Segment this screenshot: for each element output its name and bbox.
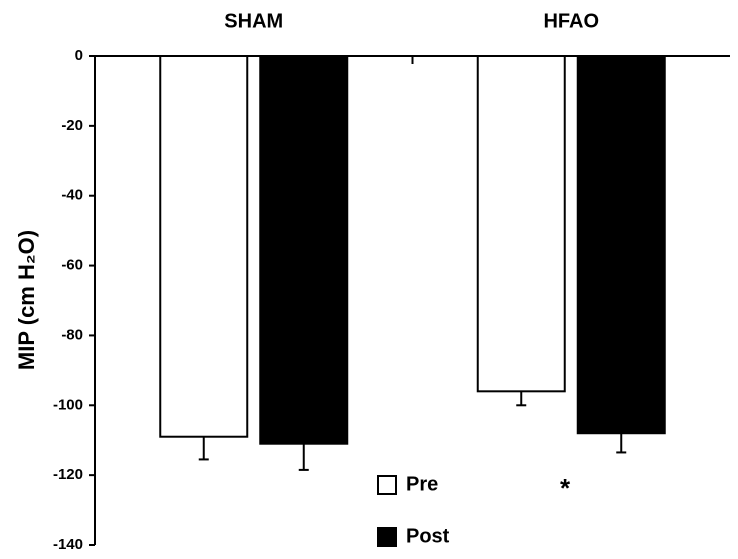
legend-swatch xyxy=(377,527,397,547)
bar xyxy=(476,55,566,393)
y-tick-label: -100 xyxy=(53,396,83,413)
category-label: HFAO xyxy=(543,10,599,32)
bar xyxy=(159,55,249,438)
category-label: SHAM xyxy=(224,10,283,32)
legend-label: Pre xyxy=(406,473,438,495)
error-bar xyxy=(616,433,627,454)
error-bar xyxy=(516,391,527,407)
y-tick-label: -140 xyxy=(53,536,83,553)
y-tick-label: 0 xyxy=(75,47,83,64)
error-bar xyxy=(198,436,209,461)
y-tick-label: -20 xyxy=(61,117,83,134)
y-tick-label: -120 xyxy=(53,466,83,483)
legend-label: Post xyxy=(406,525,450,547)
significance-annotation: * xyxy=(560,473,571,503)
y-axis-title: MIP (cm H₂O) xyxy=(14,230,39,370)
y-tick-label: -60 xyxy=(61,257,83,274)
y-tick-label: -40 xyxy=(61,187,83,204)
error-bar xyxy=(298,443,309,471)
bar xyxy=(259,55,349,445)
y-tick-label: -80 xyxy=(61,326,83,343)
bar xyxy=(576,55,666,435)
legend-swatch xyxy=(377,475,397,495)
